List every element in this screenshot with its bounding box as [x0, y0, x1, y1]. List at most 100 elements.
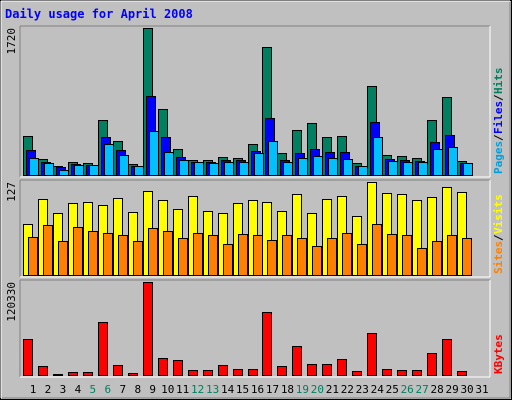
bar-hits-pages-day-7: [119, 155, 129, 176]
bar-visits-sites-day-1: [28, 237, 38, 276]
bar-hits-pages-day-14: [224, 162, 234, 176]
bar-visits-sites-day-12: [193, 233, 203, 276]
bar-visits-sites-day-7: [118, 235, 128, 276]
bar-kbytes-kbytes-day-16: [248, 369, 258, 376]
bar-hits-pages-day-24: [373, 137, 383, 176]
bar-kbytes-kbytes-day-30: [457, 371, 467, 376]
bar-kbytes-kbytes-day-7: [113, 365, 123, 376]
bar-visits-sites-day-8: [133, 241, 143, 276]
bar-visits-sites-day-28: [432, 241, 442, 276]
bar-visits-sites-day-9: [148, 228, 158, 276]
bar-hits-pages-day-16: [254, 153, 264, 176]
x-tick-label-day-13: 13: [206, 383, 219, 396]
bar-kbytes-kbytes-day-5: [83, 372, 93, 376]
bar-hits-pages-day-4: [74, 165, 84, 176]
bar-visits-sites-day-27: [417, 248, 427, 276]
chart-title: Daily usage for April 2008: [5, 7, 193, 21]
x-tick-label-day-20: 20: [311, 383, 324, 396]
bar-kbytes-kbytes-day-9: [143, 282, 153, 376]
bar-hits-pages-day-2: [44, 163, 54, 176]
x-tick-label-day-3: 3: [60, 383, 67, 396]
bar-hits-pages-day-26: [403, 162, 413, 176]
x-tick-label-day-1: 1: [30, 383, 37, 396]
bar-kbytes-kbytes-day-20: [307, 364, 317, 376]
bar-hits-pages-day-11: [179, 160, 189, 176]
x-tick-label-day-17: 17: [266, 383, 279, 396]
bar-visits-sites-day-29: [447, 235, 457, 276]
bar-kbytes-kbytes-day-24: [367, 333, 377, 376]
bar-kbytes-kbytes-day-15: [233, 369, 243, 376]
bar-visits-sites-day-23: [357, 244, 367, 276]
x-tick-label-day-29: 29: [445, 383, 458, 396]
x-tick-label-day-11: 11: [176, 383, 189, 396]
bar-hits-pages-day-25: [388, 161, 398, 176]
bar-kbytes-kbytes-day-21: [322, 364, 332, 376]
bar-hits-pages-day-27: [418, 162, 428, 176]
bar-hits-pages-day-8: [134, 166, 144, 176]
bar-kbytes-kbytes-day-17: [262, 312, 272, 376]
bar-visits-sites-day-11: [178, 238, 188, 276]
x-tick-label-day-16: 16: [251, 383, 264, 396]
bar-hits-pages-day-12: [194, 162, 204, 176]
axis-label-pages: Pages: [492, 141, 505, 174]
x-tick-label-day-8: 8: [134, 383, 141, 396]
axis-label-sites: Sites: [492, 241, 505, 274]
bar-visits-sites-day-18: [282, 235, 292, 276]
x-tick-label-day-19: 19: [296, 383, 309, 396]
bar-hits-pages-day-10: [164, 152, 174, 176]
bar-visits-sites-day-4: [73, 227, 83, 276]
bar-hits-pages-day-13: [209, 163, 219, 176]
bar-kbytes-kbytes-day-19: [292, 346, 302, 376]
bar-kbytes-kbytes-day-2: [38, 366, 48, 376]
bar-hits-pages-day-23: [358, 166, 368, 176]
y-max-label-visits: 127: [5, 182, 18, 202]
bar-kbytes-kbytes-day-27: [412, 370, 422, 376]
bar-hits-pages-day-19: [298, 158, 308, 176]
panel-area: [20, 280, 490, 377]
bar-kbytes-kbytes-day-23: [352, 371, 362, 376]
x-tick-label-day-25: 25: [386, 383, 399, 396]
bar-kbytes-kbytes-day-3: [53, 374, 63, 376]
x-tick-label-day-18: 18: [281, 383, 294, 396]
axis-label-visits: Visits: [492, 194, 505, 234]
x-axis: 1 2 3 4 5 6 7 8 9 10 11 12 13 14 15 16 17 18 19 20 21 22 23 24 2…: [30, 383, 489, 396]
bar-kbytes-kbytes-day-10: [158, 358, 168, 376]
bar-kbytes-kbytes-day-28: [427, 353, 437, 376]
bar-kbytes-kbytes-day-14: [218, 365, 228, 376]
bar-hits-pages-day-6: [104, 144, 114, 176]
axis-label-kbytes: KBytes: [492, 334, 505, 374]
bar-hits-pages-day-15: [239, 162, 249, 176]
bar-visits-sites-day-16: [253, 235, 263, 276]
bar-kbytes-kbytes-day-26: [397, 370, 407, 376]
x-tick-label-day-10: 10: [161, 383, 174, 396]
bar-visits-sites-day-14: [223, 244, 233, 276]
bar-kbytes-kbytes-day-11: [173, 360, 183, 376]
x-tick-label-day-5: 5: [90, 383, 97, 396]
axis-label-hits: Hits: [492, 68, 505, 95]
bar-kbytes-kbytes-day-13: [203, 370, 213, 376]
panel-kbytes: 120330 KBytes: [5, 279, 505, 378]
x-tick-label-day-6: 6: [105, 383, 112, 396]
bar-visits-sites-day-30: [462, 238, 472, 276]
bar-visits-sites-day-21: [327, 238, 337, 276]
bar-visits-sites-day-17: [267, 240, 277, 276]
x-tick-label-day-9: 9: [149, 383, 156, 396]
axis-label-separator: /: [492, 234, 505, 241]
axis-label-separator: /: [492, 134, 505, 141]
bar-hits-pages-day-18: [283, 162, 293, 176]
x-tick-label-day-31: 31: [475, 383, 488, 396]
x-tick-label-day-21: 21: [326, 383, 339, 396]
bar-visits-sites-day-5: [88, 231, 98, 276]
panel-visits: 127 Sites/Visits: [5, 179, 505, 278]
bar-visits-sites-day-26: [402, 235, 412, 276]
x-tick-label-day-24: 24: [371, 383, 385, 396]
bar-kbytes-kbytes-day-18: [277, 366, 287, 376]
bar-hits-pages-day-9: [149, 131, 159, 176]
bar-kbytes-kbytes-day-29: [442, 339, 452, 376]
bar-visits-sites-day-10: [163, 231, 173, 276]
bar-hits-pages-day-5: [89, 165, 99, 176]
x-tick-label-day-30: 30: [460, 383, 473, 396]
